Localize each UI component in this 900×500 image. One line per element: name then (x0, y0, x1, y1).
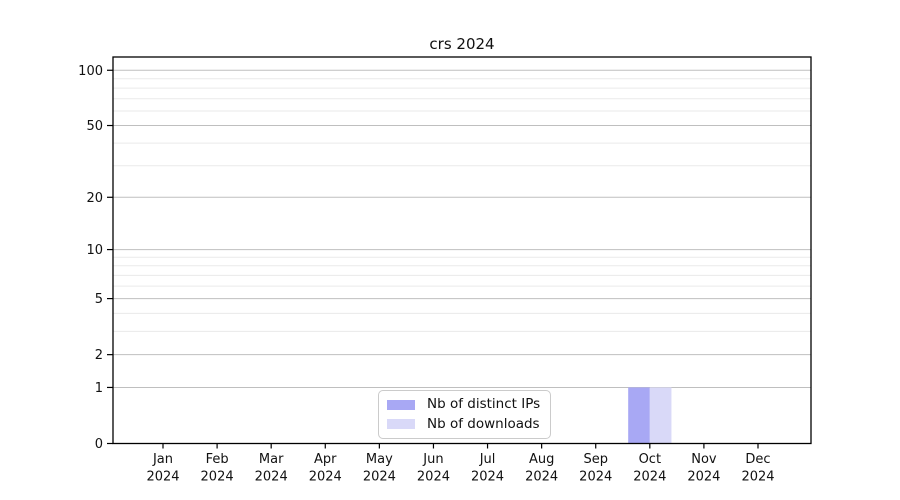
bar-distinct-ips (628, 387, 650, 444)
x-tick-label-month: Jan (152, 452, 173, 467)
y-tick-label: 5 (95, 292, 103, 307)
legend-item-distinct-ips: Nb of distinct IPs (387, 396, 541, 413)
y-tick-label: 1 (95, 381, 103, 396)
x-tick-label-month: Sep (583, 452, 608, 467)
x-tick-label-year: 2024 (417, 470, 450, 485)
x-tick-label-month: Oct (639, 452, 661, 467)
y-tick-label: 10 (86, 243, 103, 258)
legend-swatch-downloads (387, 419, 415, 430)
y-tick-label: 2 (95, 348, 103, 363)
legend-label-distinct-ips: Nb of distinct IPs (427, 396, 541, 412)
x-tick-label-year: 2024 (363, 470, 396, 485)
y-tick-label: 50 (86, 119, 103, 134)
bar-downloads (649, 387, 672, 444)
x-tick-label-year: 2024 (525, 470, 558, 485)
legend: Nb of distinct IPs Nb of downloads (378, 390, 552, 440)
x-tick-label-year: 2024 (255, 470, 288, 485)
x-tick-label-month: Apr (314, 452, 337, 467)
legend-label-downloads: Nb of downloads (427, 415, 540, 432)
legend-item-downloads: Nb of downloads (387, 415, 540, 433)
x-tick-label-month: Mar (259, 452, 284, 467)
plot-border (112, 56, 812, 445)
x-tick-label-year: 2024 (471, 470, 504, 485)
x-tick-label-year: 2024 (201, 470, 234, 485)
x-tick-label-year: 2024 (741, 470, 774, 485)
x-tick-label-month: Jul (479, 452, 496, 467)
y-tick-label: 20 (86, 191, 103, 206)
x-tick-label-year: 2024 (633, 470, 666, 485)
y-tick-label: 0 (95, 437, 103, 452)
x-tick-label-year: 2024 (579, 470, 612, 485)
x-tick-label-month: Dec (745, 452, 770, 467)
x-tick-label-month: Aug (529, 452, 554, 467)
x-tick-label-month: Jun (422, 452, 443, 467)
x-tick-label-year: 2024 (146, 470, 179, 485)
chart-title: crs 2024 (429, 35, 495, 53)
y-tick-label: 100 (78, 64, 103, 79)
x-tick-label-month: May (366, 452, 393, 467)
x-tick-label-year: 2024 (687, 470, 720, 485)
x-tick-label-year: 2024 (309, 470, 342, 485)
x-tick-label-month: Feb (206, 452, 229, 467)
legend-swatch-distinct-ips (387, 399, 415, 410)
x-tick-label-month: Nov (691, 452, 717, 467)
